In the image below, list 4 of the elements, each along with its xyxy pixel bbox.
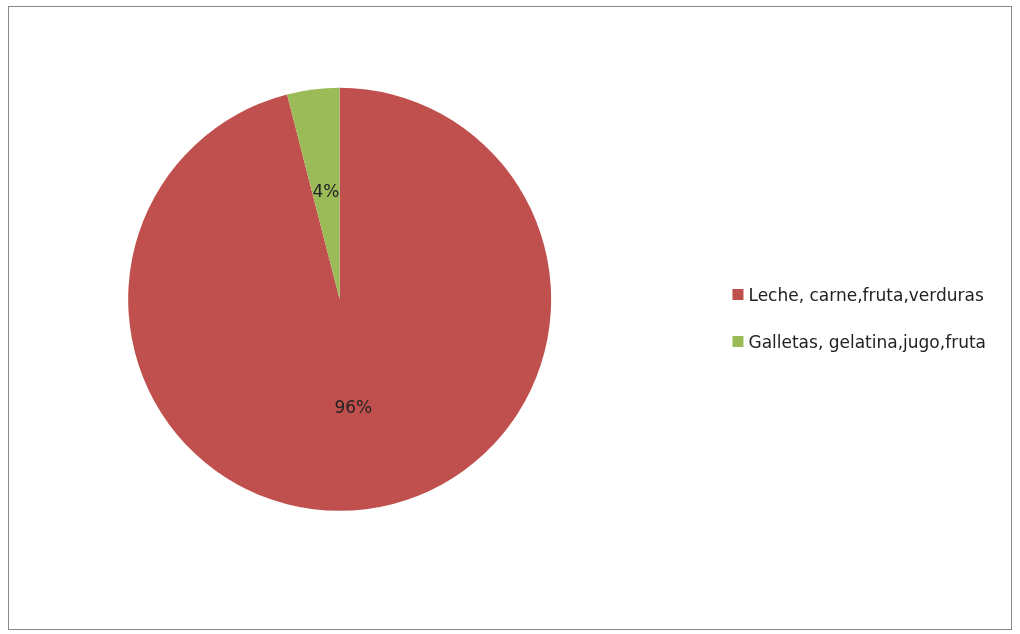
data-label: 4% <box>312 181 340 202</box>
data-label: 96% <box>334 397 373 418</box>
legend-label: Galletas, gelatina,jugo,fruta <box>748 331 986 352</box>
legend-label: Leche, carne,fruta,verduras <box>748 284 984 305</box>
